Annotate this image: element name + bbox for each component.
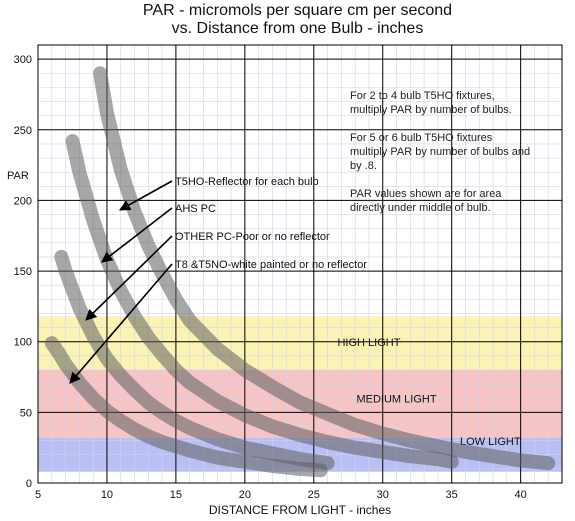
annotation-label: T8 &T5NO-white painted or no reflector <box>175 259 367 271</box>
annotation-label: OTHER PC-Poor or no reflector <box>175 231 330 243</box>
x-tick-label: 10 <box>101 489 113 501</box>
x-tick-label: 40 <box>515 489 527 501</box>
note-line: PAR values shown are for area <box>350 188 502 200</box>
annotation-arrow <box>119 180 173 211</box>
y-tick-label: 50 <box>20 407 32 419</box>
note-line: multiply PAR by number of bulbs. <box>350 104 512 116</box>
note-line: by .8. <box>350 160 377 172</box>
series-curve <box>65 134 459 469</box>
band-label: MEDIUM LIGHT <box>356 393 436 405</box>
x-axis-label: DISTANCE FROM LIGHT - inches <box>209 503 391 517</box>
series-curve <box>54 249 335 471</box>
note-line: directly under middle of bulb. <box>350 202 491 214</box>
annotation-label: T5HO-Reflector for each bulb <box>175 176 319 188</box>
x-tick-label: 5 <box>35 489 41 501</box>
x-tick-label: 35 <box>446 489 458 501</box>
y-tick-label: 100 <box>14 337 32 349</box>
chart-title-line-2: vs. Distance from one Bulb - inches <box>171 20 424 37</box>
x-tick-label: 15 <box>170 489 182 501</box>
y-tick-label: 0 <box>26 478 32 490</box>
y-tick-label: 150 <box>14 266 32 278</box>
annotation-arrow <box>85 235 173 321</box>
band-label: HIGH LIGHT <box>337 337 400 349</box>
y-axis-label: PAR <box>7 170 29 182</box>
note-line: For 5 or 6 bulb T5HO fixtures <box>350 132 493 144</box>
y-tick-label: 250 <box>14 125 32 137</box>
note-line: For 2 to 4 bulb T5HO fixtures, <box>350 90 495 102</box>
band-label: LOW LIGHT <box>460 436 521 448</box>
annotation-arrow <box>101 207 173 263</box>
annotation-label: AHS PC <box>175 203 216 215</box>
series-curve <box>93 66 556 471</box>
annotation-arrow <box>69 263 173 384</box>
y-tick-label: 200 <box>14 195 32 207</box>
chart-title-line-1: PAR - micromols per square cm per second <box>142 2 453 19</box>
y-tick-label: 300 <box>14 54 32 66</box>
x-tick-label: 20 <box>239 489 251 501</box>
plot-frame <box>37 44 563 484</box>
x-tick-label: 25 <box>308 489 320 501</box>
x-tick-label: 30 <box>377 489 389 501</box>
note-line: multiply PAR by number of bulbs and <box>350 146 531 158</box>
